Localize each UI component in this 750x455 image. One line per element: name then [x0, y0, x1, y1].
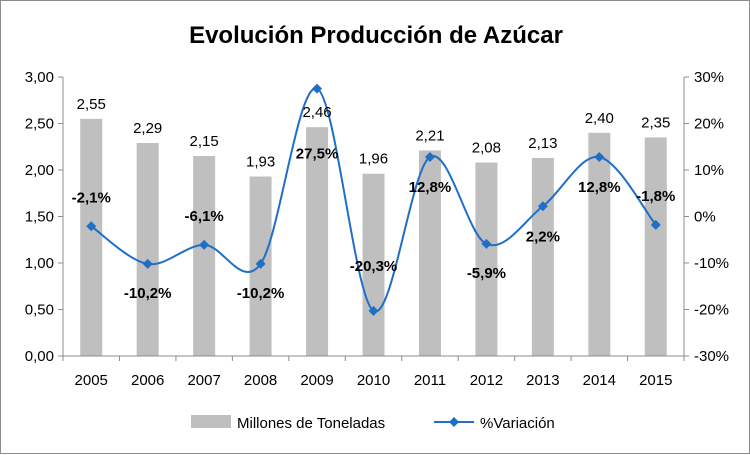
variation-marker-2013 [537, 201, 548, 212]
chart-title: Evolución Producción de Azúcar [189, 22, 563, 49]
bar-value-label-2012: 2,08 [472, 140, 501, 157]
variation-label-2015: -1,8% [636, 188, 675, 205]
y-right-tick-label: -20% [694, 302, 729, 319]
bar-value-label-2008: 1,93 [246, 154, 275, 171]
variation-marker-2008 [255, 258, 266, 269]
bar-value-label-2011: 2,21 [415, 127, 444, 144]
x-tick-label-2015: 2015 [639, 372, 672, 389]
x-tick-label-2009: 2009 [300, 372, 333, 389]
bar-2006 [136, 143, 159, 356]
variation-marker-2015 [650, 219, 661, 230]
variation-label-2013: 2,2% [526, 228, 560, 245]
bar-value-label-2010: 1,96 [359, 151, 388, 168]
x-tick-label-2014: 2014 [583, 372, 616, 389]
bar-value-label-2005: 2,55 [77, 96, 106, 113]
bar-value-label-2015: 2,35 [641, 114, 670, 131]
x-tick-label-2006: 2006 [131, 372, 164, 389]
y-left-tick-label: 2,00 [25, 162, 54, 179]
x-tick-label-2008: 2008 [244, 372, 277, 389]
x-tick-label-2012: 2012 [470, 372, 503, 389]
y-right-tick-label: 0% [694, 209, 716, 226]
axes-group: 0,00 0,50 1,00 1,50 2,00 2,50 3,00 -30% -20% -10%… [25, 69, 729, 389]
legend-line-label: %Variación [480, 415, 555, 432]
x-tick-label-2007: 2007 [187, 372, 220, 389]
legend-line-marker [449, 417, 459, 427]
y-left-tick-label: 1,50 [25, 209, 54, 226]
data-labels-group: 2,55 2,29 2,15 1,93 2,46 1,96 2,21 2,08 2,13 2,40… [72, 96, 676, 302]
y-right-tick-label: 20% [694, 116, 724, 133]
x-tick-label-2011: 2011 [414, 372, 446, 389]
y-right-tick-label: -10% [694, 255, 729, 272]
y-right-tick-label: 30% [694, 69, 724, 86]
bar-2007 [193, 156, 216, 356]
x-tick-label-2013: 2013 [526, 372, 559, 389]
x-tick-label-2010: 2010 [357, 372, 390, 389]
bar-2013 [531, 157, 554, 356]
legend: Millones de Toneladas %Variación [191, 415, 555, 432]
bar-value-label-2007: 2,15 [190, 133, 219, 150]
y-right-tick-label: -30% [694, 348, 729, 365]
variation-marker-2010 [368, 305, 379, 316]
bar-2005 [80, 118, 103, 356]
bar-value-label-2009: 2,46 [302, 104, 331, 121]
bar-2012 [475, 162, 498, 356]
bar-2015 [644, 137, 667, 356]
y-left-tick-label: 2,50 [25, 116, 54, 133]
x-tick-label-2005: 2005 [75, 372, 108, 389]
variation-label-2011: 12,8% [409, 179, 452, 196]
variation-marker-2009 [312, 83, 323, 94]
legend-bar-swatch [191, 415, 231, 428]
y-left-tick-label: 0,00 [25, 348, 54, 365]
variation-marker-2012 [481, 238, 492, 249]
variation-label-2010: -20,3% [350, 258, 398, 275]
variation-label-2012: -5,9% [467, 265, 506, 282]
bar-value-label-2006: 2,29 [133, 120, 162, 137]
bar-value-label-2013: 2,13 [528, 135, 557, 152]
variation-label-2009: 27,5% [296, 146, 339, 163]
y-left-tick-label: 1,00 [25, 255, 54, 272]
bar-2011 [418, 150, 441, 356]
variation-marker-2014 [594, 151, 605, 162]
y-left-tick-label: 3,00 [25, 69, 54, 86]
bar-2014 [588, 132, 611, 356]
variation-label-2008: -10,2% [237, 285, 285, 302]
y-left-tick-label: 0,50 [25, 302, 54, 319]
y-right-tick-label: 10% [694, 162, 724, 179]
bar-value-label-2014: 2,40 [585, 110, 614, 127]
variation-marker-2005 [86, 221, 97, 232]
variation-line-group [86, 83, 661, 316]
variation-label-2007: -6,1% [185, 208, 224, 225]
variation-marker-2007 [199, 239, 210, 250]
variation-label-2014: 12,8% [578, 179, 621, 196]
variation-label-2005: -2,1% [72, 189, 111, 206]
variation-label-2006: -10,2% [124, 285, 172, 302]
legend-bar-label: Millones de Toneladas [237, 415, 385, 432]
bar-2009 [306, 127, 329, 356]
variation-marker-2006 [142, 258, 153, 269]
variation-marker-2011 [424, 151, 435, 162]
